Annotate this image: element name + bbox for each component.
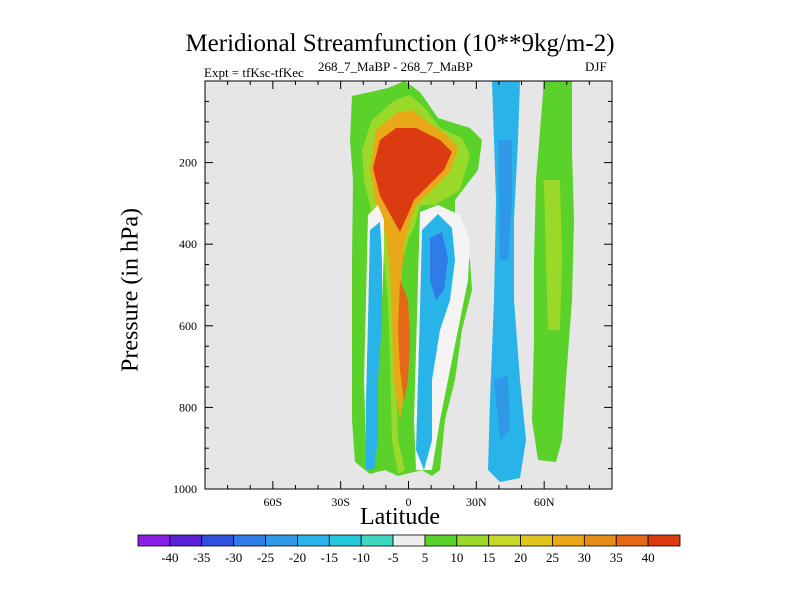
- colorbar-label: -35: [193, 550, 210, 565]
- contour-band-darkorange-lower: [398, 280, 410, 400]
- y-tick-label: 200: [179, 156, 197, 170]
- contour-band-red-core: [373, 128, 452, 232]
- colorbar-swatch: [392, 534, 426, 547]
- y-axis: 200 400 600 800 1000: [173, 80, 612, 496]
- x-tick-label: 30S: [331, 495, 350, 509]
- colorbar-swatch: [233, 534, 266, 547]
- colorbar-label: -15: [321, 550, 338, 565]
- y-tick-label: 600: [179, 319, 197, 333]
- colorbar-label: -10: [353, 550, 370, 565]
- colorbar-label: 20: [514, 550, 527, 565]
- chart-subtitle-season: DJF: [585, 59, 607, 74]
- colorbar-swatch: [456, 534, 490, 547]
- colorbar-swatch: [647, 534, 681, 547]
- colorbar-label: -40: [161, 550, 178, 565]
- colorbar-swatch: [265, 534, 298, 547]
- colorbar-swatch: [615, 534, 649, 547]
- x-tick-label: 30N: [466, 495, 487, 509]
- colorbar-label: 35: [610, 550, 623, 565]
- y-tick-label: 1000: [173, 482, 197, 496]
- x-tick-label: 60S: [263, 495, 282, 509]
- colorbar-swatch: [583, 534, 617, 547]
- colorbar-swatch: [424, 534, 458, 547]
- colorbar-label: -5: [388, 550, 399, 565]
- colorbar-swatch: [552, 534, 585, 547]
- colorbar-swatch: [360, 534, 394, 547]
- x-axis-label: Latitude: [360, 504, 440, 530]
- contour-band-blue-right-core: [498, 140, 512, 260]
- colorbar-label: -20: [289, 550, 306, 565]
- colorbar-swatch: [169, 534, 203, 547]
- contour-fills: [350, 81, 574, 482]
- colorbar-label: 25: [546, 550, 559, 565]
- colorbar-swatch: [488, 534, 521, 547]
- colorbar-label: 15: [482, 550, 495, 565]
- contour-band-blue-mid-dark: [430, 232, 448, 300]
- colorbar-swatch: [297, 534, 330, 547]
- colorbar-label: -30: [225, 550, 242, 565]
- colorbar-swatch: [137, 534, 171, 547]
- chart-subtitle-center: 268_7_MaBP - 268_7_MaBP: [318, 59, 473, 74]
- colorbar-swatch: [328, 534, 362, 547]
- colorbar-swatch: [520, 534, 553, 547]
- colorbar-label: 10: [450, 550, 463, 565]
- colorbar-label: 5: [422, 550, 429, 565]
- y-tick-label: 800: [179, 400, 197, 414]
- colorbar: -40 -35 -30 -25 -20 -15 -10 -5 5 10 15 20 25 30 35 40: [137, 534, 681, 565]
- y-tick-label: 400: [179, 237, 197, 251]
- colorbar-label: 40: [642, 550, 655, 565]
- colorbar-label: 30: [578, 550, 591, 565]
- contour-band-blue-right-lower: [494, 376, 510, 440]
- x-tick-label: 0: [406, 495, 412, 509]
- contour-band-yellow-right: [544, 180, 562, 330]
- contour-band-blue-left: [366, 222, 382, 470]
- chart-subtitle-left: Expt = tfKsc-tfKec: [204, 65, 304, 80]
- colorbar-label: -25: [257, 550, 274, 565]
- chart-title: Meridional Streamfunction (10**9kg/m-2): [185, 30, 615, 57]
- colorbar-swatch: [201, 534, 235, 547]
- x-tick-label: 60N: [534, 495, 555, 509]
- x-axis: 60S 30S 0 30N 60N: [204, 81, 613, 509]
